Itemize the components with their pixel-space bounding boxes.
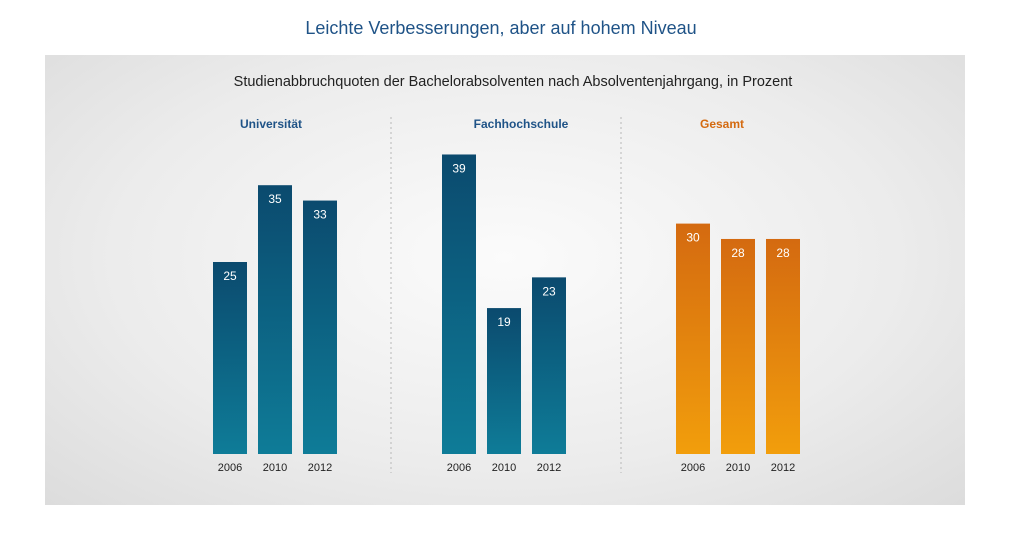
x-tick-label: 2010 <box>726 462 750 474</box>
data-label: 39 <box>452 161 466 175</box>
x-tick-label: 2012 <box>771 462 795 474</box>
headline: Leichte Verbesserungen, aber auf hohem N… <box>305 18 697 38</box>
x-tick-label: 2010 <box>492 462 516 474</box>
bar-chart: Studienabbruchquoten der Bachelorabsolve… <box>213 74 800 474</box>
x-tick-label: 2010 <box>263 462 287 474</box>
data-label: 25 <box>223 269 237 283</box>
data-label: 35 <box>268 192 282 206</box>
x-tick-label: 2006 <box>218 462 242 474</box>
data-label: 19 <box>497 315 511 329</box>
data-label: 28 <box>776 246 790 260</box>
bar-universität-2006 <box>213 262 247 454</box>
group-label-universität: Universität <box>240 117 302 131</box>
bar-universität-2010 <box>258 185 292 454</box>
data-label: 30 <box>686 231 700 245</box>
data-label: 23 <box>542 284 556 298</box>
bar-gesamt-2006 <box>676 223 710 454</box>
x-tick-label: 2012 <box>308 462 332 474</box>
bar-gesamt-2010 <box>721 238 755 454</box>
data-label: 33 <box>313 208 327 222</box>
bar-fachhochschule-2006 <box>442 154 476 454</box>
bar-gesamt-2012 <box>766 238 800 454</box>
bar-fachhochschule-2010 <box>487 308 521 454</box>
bar-fachhochschule-2012 <box>532 277 566 454</box>
x-tick-label: 2006 <box>447 462 471 474</box>
group-label-gesamt: Gesamt <box>700 117 744 131</box>
chart-panel: Studienabbruchquoten der Bachelorabsolve… <box>45 55 965 505</box>
group-label-fachhochschule: Fachhochschule <box>474 117 569 131</box>
x-tick-label: 2012 <box>537 462 561 474</box>
bar-universität-2012 <box>303 200 337 454</box>
data-label: 28 <box>731 246 745 260</box>
x-tick-label: 2006 <box>681 462 705 474</box>
chart-title: Studienabbruchquoten der Bachelorabsolve… <box>234 74 793 90</box>
